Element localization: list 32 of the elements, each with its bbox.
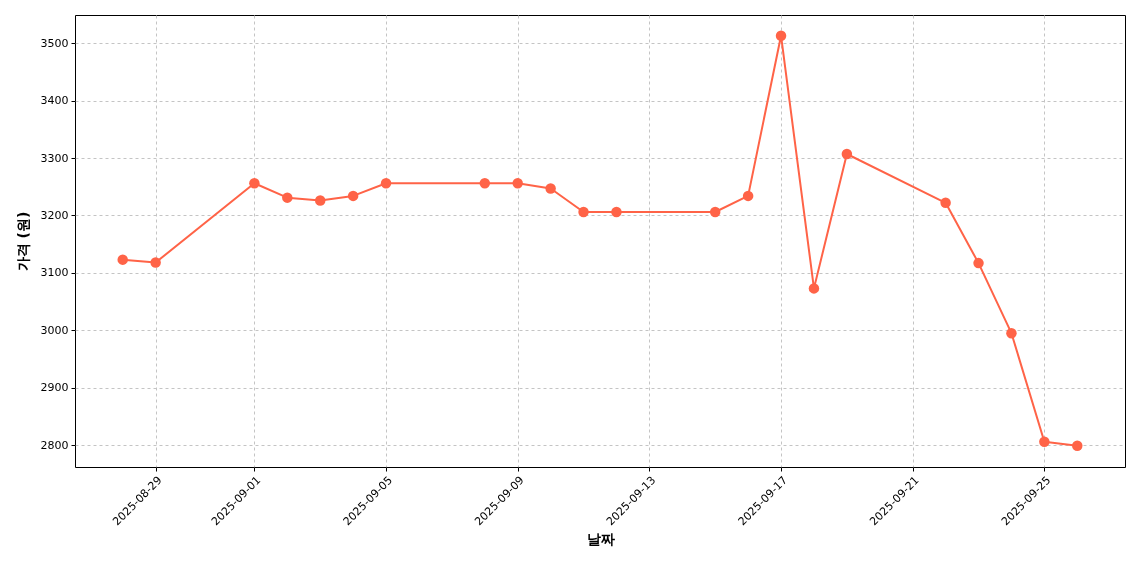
- point: [347, 190, 359, 202]
- y-tick-label: 3500: [40, 36, 69, 50]
- point: [479, 178, 491, 189]
- point: [742, 190, 754, 202]
- point: [314, 195, 326, 206]
- point: [709, 206, 721, 218]
- y-tick-label: 3200: [40, 208, 69, 222]
- point: [808, 283, 820, 294]
- y-tick-label: 3000: [40, 323, 69, 337]
- y-tick-label: 3300: [40, 151, 69, 165]
- point: [611, 206, 622, 218]
- point: [1072, 440, 1083, 451]
- point: [512, 178, 523, 189]
- point: [973, 257, 984, 269]
- point: [117, 254, 128, 265]
- y-tick-label: 3400: [40, 94, 69, 108]
- y-tick-label: 3100: [40, 266, 69, 280]
- point: [940, 197, 951, 209]
- y-tick-label: 2800: [40, 438, 69, 452]
- point: [380, 178, 392, 189]
- point: [282, 192, 293, 203]
- point: [249, 178, 260, 189]
- point: [1006, 327, 1017, 339]
- point: [150, 257, 161, 268]
- point: [578, 206, 589, 218]
- x-axis-title: 날짜: [586, 531, 615, 548]
- point: [841, 148, 853, 160]
- y-tick-label: 2900: [40, 381, 69, 395]
- point: [545, 183, 556, 194]
- point: [1039, 436, 1050, 447]
- y-axis-title: 가격 (원): [14, 211, 31, 272]
- point: [775, 30, 787, 41]
